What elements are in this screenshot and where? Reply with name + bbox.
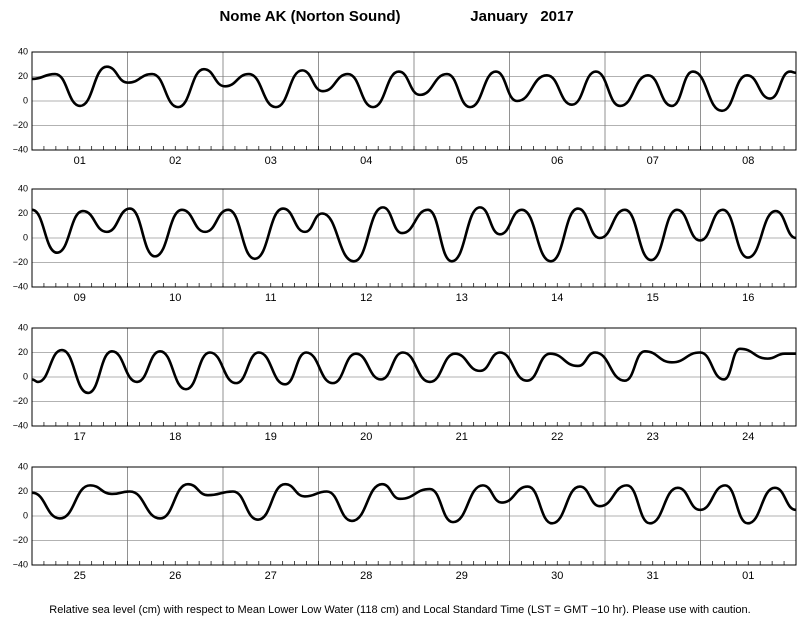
day-label: 28 xyxy=(360,570,372,582)
day-label: 13 xyxy=(456,292,468,304)
panel-frame xyxy=(31,188,797,288)
y-tick-label: 0 xyxy=(23,510,28,520)
day-label: 31 xyxy=(647,570,659,582)
day-label: 10 xyxy=(169,292,181,304)
y-tick-label: −20 xyxy=(13,120,28,130)
y-tick-label: −20 xyxy=(13,535,28,545)
y-tick-label: −40 xyxy=(13,420,28,430)
day-label: 20 xyxy=(360,431,372,443)
tide-line xyxy=(31,65,797,113)
day-label: 04 xyxy=(360,155,372,167)
y-tick-label: 0 xyxy=(23,371,28,381)
y-tick-label: 20 xyxy=(18,208,28,218)
day-label: 27 xyxy=(265,570,277,582)
y-tick-label: −20 xyxy=(13,257,28,267)
day-label: 11 xyxy=(265,292,276,304)
day-label: 12 xyxy=(360,292,372,304)
y-tick-label: −40 xyxy=(13,144,28,154)
y-tick-label: −40 xyxy=(13,559,28,569)
panel-frame xyxy=(31,466,797,566)
day-label: 18 xyxy=(169,431,181,443)
day-label: 25 xyxy=(74,570,86,582)
panel-frame xyxy=(31,327,797,427)
day-label: 16 xyxy=(742,292,754,304)
day-label: 03 xyxy=(265,155,277,167)
day-label: 01 xyxy=(742,570,754,582)
y-tick-label: 20 xyxy=(18,71,28,81)
day-label: 08 xyxy=(742,155,754,167)
y-tick-label: 0 xyxy=(23,95,28,105)
day-label: 19 xyxy=(265,431,277,443)
y-tick-label: 20 xyxy=(18,486,28,496)
day-label: 09 xyxy=(74,292,86,304)
day-label: 21 xyxy=(456,431,468,443)
y-tick-label: −20 xyxy=(13,396,28,406)
day-label: 24 xyxy=(742,431,754,443)
day-label: 01 xyxy=(74,155,86,167)
tide-line xyxy=(31,206,797,263)
y-tick-label: 40 xyxy=(18,46,28,56)
day-label: 05 xyxy=(456,155,468,167)
day-label: 23 xyxy=(647,431,659,443)
tide-line xyxy=(31,347,796,395)
day-label: 17 xyxy=(74,431,86,443)
y-tick-label: 0 xyxy=(23,232,28,242)
day-label: 14 xyxy=(551,292,563,304)
y-tick-label: 40 xyxy=(18,322,28,332)
day-label: 26 xyxy=(169,570,181,582)
day-label: 30 xyxy=(551,570,563,582)
day-label: 07 xyxy=(647,155,659,167)
y-tick-label: 40 xyxy=(18,461,28,471)
tide-line xyxy=(31,482,797,525)
y-tick-label: −40 xyxy=(13,281,28,291)
y-tick-label: 40 xyxy=(18,183,28,193)
footnote: Relative sea level (cm) with respect to … xyxy=(49,604,750,616)
day-label: 06 xyxy=(551,155,563,167)
day-label: 22 xyxy=(551,431,563,443)
day-label: 15 xyxy=(647,292,659,304)
chart-title: Nome AK (Norton Sound) xyxy=(219,8,400,25)
day-label: 02 xyxy=(169,155,181,167)
chart-date: January 2017 xyxy=(470,8,573,25)
y-tick-label: 20 xyxy=(18,347,28,357)
day-label: 29 xyxy=(456,570,468,582)
panel-frame xyxy=(31,51,797,151)
